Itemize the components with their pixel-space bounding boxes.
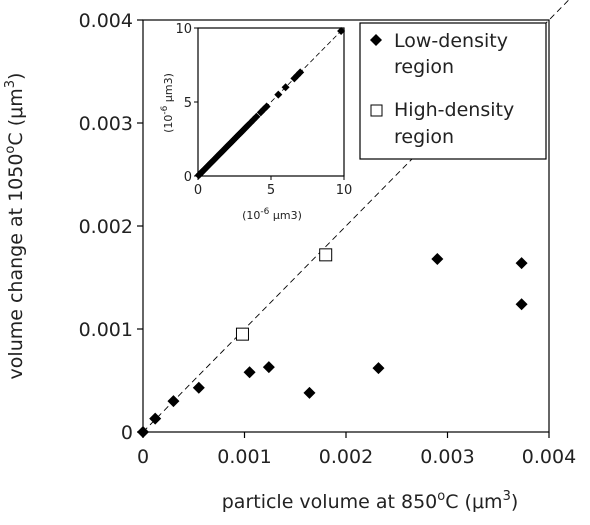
data-point-low-density — [372, 362, 385, 375]
data-point-low-density — [192, 381, 205, 394]
y-tick-label: 0 — [121, 422, 133, 444]
x-tick-label: 0.003 — [420, 446, 474, 468]
x-tick-label: 0 — [137, 446, 149, 468]
data-point-low-density — [303, 386, 316, 399]
x-tick-label: 0.001 — [217, 446, 271, 468]
y-tick-label: 0.003 — [79, 113, 133, 135]
main-points — [137, 248, 528, 438]
data-point-low-density — [149, 412, 162, 425]
inset-x-axis-label: (10-6 μm3) — [242, 207, 302, 222]
main-reference-line — [142, 0, 570, 433]
legend-label-high-density-2: region — [394, 126, 454, 148]
inset-data-point — [296, 68, 305, 77]
legend-marker-low-density — [370, 34, 382, 46]
x-tick-label: 0.002 — [319, 446, 373, 468]
y-tick-label: 0.002 — [79, 216, 133, 238]
inset-points — [194, 26, 346, 180]
data-point-low-density — [515, 298, 528, 311]
data-point-low-density — [431, 252, 444, 265]
inset-data-point — [249, 115, 258, 124]
data-point-high-density — [235, 327, 249, 341]
main-ticks: 0 0.001 0.002 0.003 0.004 0 0.001 0.002 0.003 0.0… — [79, 10, 577, 468]
data-point-low-density — [167, 395, 180, 408]
inset-x-tick-label: 5 — [267, 183, 275, 198]
inset-x-tick-label: 10 — [336, 183, 353, 198]
inset-data-point — [337, 26, 346, 35]
inset-data-point — [274, 90, 283, 99]
legend-marker-high-density — [370, 104, 383, 117]
data-point-high-density — [319, 248, 333, 262]
legend-label-high-density-1: High-density — [394, 99, 514, 121]
legend: Low-density region High-density region — [359, 22, 547, 160]
main-identity-line — [142, 0, 570, 433]
y-axis-label: volume change at 1050oC (μm3) — [3, 73, 27, 380]
data-point-low-density — [243, 366, 256, 379]
legend-label-low-density-1: Low-density — [394, 30, 508, 52]
inset-x-tick-label: 0 — [194, 183, 202, 198]
inset-data-point — [252, 112, 261, 121]
y-tick-label: 0.004 — [79, 10, 133, 32]
x-axis-label: particle volume at 850oC (μm3) — [222, 489, 519, 513]
inset-y-tick-label: 10 — [175, 22, 192, 37]
x-tick-label: 0.004 — [522, 446, 576, 468]
data-point-low-density — [515, 257, 528, 270]
y-tick-label: 0.001 — [79, 319, 133, 341]
inset-ticks: 0 5 10 0 5 10 — [175, 22, 352, 198]
data-point-low-density — [137, 426, 149, 438]
inset-data-point — [262, 102, 271, 111]
inset-y-tick-label: 0 — [184, 170, 192, 185]
inset-y-axis-label: (10-6 μm3) — [160, 73, 175, 133]
inset-y-tick-label: 5 — [184, 96, 192, 111]
inset-data-point — [281, 83, 290, 92]
inset-plot: 0 5 10 0 5 10 (10-6 μm3) (10-6 μm3) — [160, 22, 352, 222]
legend-label-low-density-2: region — [394, 56, 454, 78]
legend-box — [359, 22, 547, 160]
data-point-low-density — [262, 361, 275, 374]
